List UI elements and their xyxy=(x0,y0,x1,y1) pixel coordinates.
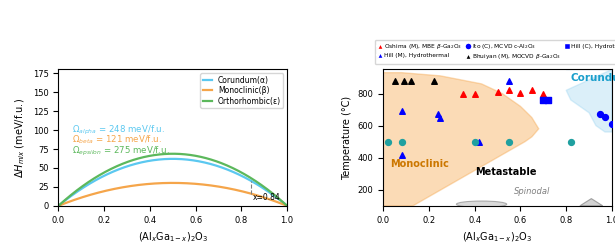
Polygon shape xyxy=(580,199,603,206)
Point xyxy=(538,98,548,102)
Corundum(α) xyxy=(221,167,229,170)
Point xyxy=(600,115,610,119)
Corundum(α) xyxy=(284,204,291,207)
Point xyxy=(397,153,407,157)
Point xyxy=(435,116,445,120)
Text: $\Omega_{beta}$ = 121 meV/f.u.: $\Omega_{beta}$ = 121 meV/f.u. xyxy=(72,134,162,147)
Point xyxy=(470,92,480,95)
Monoclinic(β) xyxy=(82,195,90,198)
Point xyxy=(429,79,438,83)
Corundum(α) xyxy=(82,185,90,187)
Monoclinic(β) xyxy=(169,182,176,185)
Corundum(α) xyxy=(199,161,207,164)
Text: Corundum: Corundum xyxy=(571,73,615,83)
Point xyxy=(474,140,484,144)
Corundum(α) xyxy=(55,204,62,207)
Text: Monoclinic: Monoclinic xyxy=(390,159,449,169)
Point xyxy=(390,79,400,83)
Point xyxy=(493,90,502,94)
Point xyxy=(515,91,525,95)
Point xyxy=(538,92,548,95)
Orthorhombic(ε) xyxy=(82,182,90,185)
Point xyxy=(397,140,407,144)
Monoclinic(β) xyxy=(284,204,291,207)
Point xyxy=(397,109,407,113)
Orthorhombic(ε) xyxy=(220,163,228,166)
Legend: Corundum(α), Monoclinic(β), Orthorhombic(ε): Corundum(α), Monoclinic(β), Orthorhombic… xyxy=(200,73,284,108)
Corundum(α) xyxy=(169,157,177,160)
Monoclinic(β) xyxy=(129,184,137,187)
Text: Spinodal: Spinodal xyxy=(514,187,550,196)
Monoclinic(β) xyxy=(145,183,153,186)
Text: x=0.84: x=0.84 xyxy=(253,193,280,202)
X-axis label: (Al$_x$Ga$_{1-x}$)$_2$O$_3$: (Al$_x$Ga$_{1-x}$)$_2$O$_3$ xyxy=(462,230,533,244)
Monoclinic(β) xyxy=(55,204,62,207)
Point xyxy=(406,79,416,83)
Point xyxy=(607,122,615,126)
Orthorhombic(ε) xyxy=(129,158,137,161)
X-axis label: (Al$_x$Ga$_{1-x}$)$_2$O$_3$: (Al$_x$Ga$_{1-x}$)$_2$O$_3$ xyxy=(138,230,208,244)
Orthorhombic(ε) xyxy=(145,155,153,157)
Line: Corundum(α): Corundum(α) xyxy=(58,159,287,206)
Point xyxy=(433,112,443,116)
Orthorhombic(ε) xyxy=(55,204,62,207)
Ellipse shape xyxy=(456,201,507,207)
Monoclinic(β) xyxy=(220,186,228,189)
Line: Orthorhombic(ε): Orthorhombic(ε) xyxy=(58,154,287,206)
Corundum(α) xyxy=(129,163,137,166)
Y-axis label: Temperature (°C): Temperature (°C) xyxy=(342,95,352,180)
Orthorhombic(ε) xyxy=(221,163,229,166)
Orthorhombic(ε) xyxy=(199,156,207,159)
Line: Monoclinic(β): Monoclinic(β) xyxy=(58,183,287,206)
Point xyxy=(527,88,537,92)
Y-axis label: $\Delta H_{mix}$ (meV/f.u.): $\Delta H_{mix}$ (meV/f.u.) xyxy=(14,98,27,178)
Point xyxy=(383,140,393,144)
Point xyxy=(470,140,480,144)
Point xyxy=(399,79,409,83)
Corundum(α) xyxy=(220,167,228,170)
Polygon shape xyxy=(383,69,539,206)
Monoclinic(β) xyxy=(221,186,229,189)
Legend: Oshima (M), MBE $\beta$-Ga$_2$O$_3$, Hill (M), Hydrothermal, Ito (C), MCVD c-Al$: Oshima (M), MBE $\beta$-Ga$_2$O$_3$, Hil… xyxy=(375,40,615,64)
Point xyxy=(458,92,468,95)
Text: $\Omega_{epsilon}$ = 275 meV/f.u.: $\Omega_{epsilon}$ = 275 meV/f.u. xyxy=(72,145,170,158)
Point xyxy=(504,140,514,144)
Point xyxy=(543,98,553,102)
Polygon shape xyxy=(566,69,612,132)
Point xyxy=(504,80,514,84)
Point xyxy=(595,112,605,116)
Orthorhombic(ε) xyxy=(169,152,177,155)
Orthorhombic(ε) xyxy=(284,204,291,207)
Text: Metastable: Metastable xyxy=(475,167,536,177)
Text: $\Omega_{alpha}$ = 248 meV/f.u.: $\Omega_{alpha}$ = 248 meV/f.u. xyxy=(72,124,165,137)
Corundum(α) xyxy=(145,159,153,162)
Monoclinic(β) xyxy=(199,183,207,186)
Point xyxy=(566,140,576,144)
Point xyxy=(504,88,514,92)
